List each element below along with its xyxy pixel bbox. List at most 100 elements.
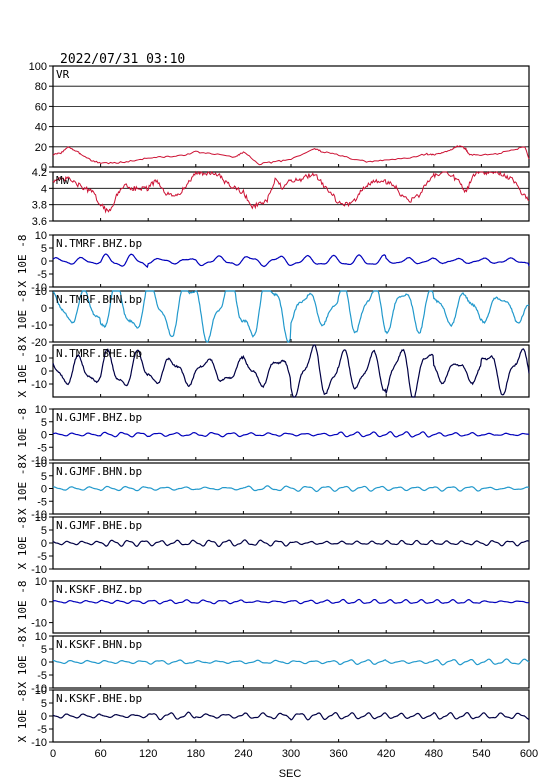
panel-9: 10 0 -10 N.KSKF.BHZ.bp X 10E -8 <box>16 576 530 634</box>
y-tick-label: 10 <box>35 230 47 242</box>
y-axis-label: X 10E -8 <box>16 690 29 743</box>
y-axis-label: X 10E -8 <box>16 408 29 461</box>
y-tick-label: 10 <box>35 286 47 298</box>
x-tick-label: 360 <box>329 748 347 760</box>
y-tick-label: -5 <box>37 496 47 508</box>
chart-title: 2022/07/31 03:10 <box>60 52 185 67</box>
y-axis-label: X 10E -8 <box>16 235 29 288</box>
panel-1: 100 80 60 40 20 0 VR <box>29 61 530 174</box>
y-tick-label: 5 <box>41 698 47 710</box>
panels: 100806040200VR4.243.83.6Mw1050-5-10N.TMR… <box>16 61 530 749</box>
y-tick-label: 10 <box>35 576 47 588</box>
x-tick-label: 540 <box>472 748 490 760</box>
x-axis-label: SEC <box>279 768 302 780</box>
y-tick-label: 0 <box>41 303 47 315</box>
y-tick-label: 0 <box>41 484 47 496</box>
channel-label: N.GJMF.BHZ.bp <box>56 411 142 424</box>
x-tick-label: 420 <box>377 748 395 760</box>
y-tick-label: 10 <box>35 458 47 470</box>
trace-1 <box>52 145 530 166</box>
y-tick-label: 5 <box>41 644 47 656</box>
x-tick-label: 600 <box>520 748 538 760</box>
y-tick-label: 0 <box>41 430 47 442</box>
y-tick-label: -5 <box>37 724 47 736</box>
y-tick-label: 20 <box>35 142 47 154</box>
y-tick-label: 4 <box>41 183 47 195</box>
y-axis-label: X 10E -8 <box>16 517 29 570</box>
panel-4: 10 0 -10 -20 N.TMRF.BHN.bp X 10E -8 <box>16 286 530 349</box>
channel-label: N.GJMF.BHE.bp <box>56 519 142 532</box>
x-tick-label: 480 <box>425 748 443 760</box>
channel-label: VR <box>56 68 70 81</box>
channel-label: N.KSKF.BHN.bp <box>56 638 142 651</box>
y-tick-label: 3.8 <box>32 200 47 212</box>
trace-11 <box>52 711 530 721</box>
y-tick-label: 10 <box>35 404 47 416</box>
y-tick-label: -5 <box>37 670 47 682</box>
panel-5: 100-10 N.TMRF.BHE.bp X 10E -8 <box>16 344 530 398</box>
y-tick-label: -10 <box>31 564 47 576</box>
x-axis: 0 60 120 180 240 300 360 420 480 540 600 <box>50 748 538 760</box>
channel-label: N.TMRF.BHZ.bp <box>56 237 142 250</box>
y-tick-label: -5 <box>37 442 47 454</box>
trace-8 <box>52 539 530 548</box>
panel-2: 4.2 4 3.8 3.6 Mw <box>32 167 530 228</box>
trace-5 <box>52 344 530 398</box>
y-tick-label: -10 <box>31 455 47 467</box>
trace-7 <box>52 485 530 493</box>
channel-label: N.GJMF.BHN.bp <box>56 465 142 478</box>
y-tick-label: 5 <box>41 471 47 483</box>
y-tick-label: 100 <box>29 61 47 73</box>
y-tick-label: 5 <box>41 243 47 255</box>
y-tick-label: 3.6 <box>32 216 47 228</box>
trace-9 <box>52 598 530 605</box>
trace-10 <box>52 658 530 666</box>
x-tick-label: 180 <box>187 748 205 760</box>
y-tick-label: -10 <box>31 320 47 332</box>
trace-3 <box>52 253 530 268</box>
y-axis-label: X 10E -8 <box>16 581 29 634</box>
y-tick-label: -10 <box>31 282 47 294</box>
y-tick-label: 0 <box>41 256 47 268</box>
y-tick-label: 0 <box>41 366 47 378</box>
channel-label: N.TMRF.BHE.bp <box>56 347 142 360</box>
y-tick-label: 40 <box>35 122 47 134</box>
y-axis-label: X 10E -8 <box>16 636 29 689</box>
y-tick-label: 10 <box>35 685 47 697</box>
y-tick-label: 10 <box>35 353 47 365</box>
y-tick-label: -10 <box>31 379 47 391</box>
x-tick-label: 120 <box>139 748 157 760</box>
channel-label: N.KSKF.BHZ.bp <box>56 583 142 596</box>
y-tick-label: -20 <box>31 337 47 349</box>
y-axis-label: X 10E -8 <box>16 290 29 343</box>
y-tick-label: -10 <box>31 618 47 630</box>
y-tick-label: -5 <box>37 551 47 563</box>
x-tick-label: 300 <box>282 748 300 760</box>
trace-2 <box>52 170 530 214</box>
y-tick-label: -10 <box>31 509 47 521</box>
trace-4 <box>52 290 530 343</box>
panel-frame <box>52 65 530 168</box>
y-tick-label: 60 <box>35 101 47 113</box>
x-tick-label: 60 <box>94 748 106 760</box>
y-tick-label: 80 <box>35 81 47 93</box>
channel-label: N.TMRF.BHN.bp <box>56 293 142 306</box>
channel-label: N.KSKF.BHE.bp <box>56 692 142 705</box>
y-tick-label: 0 <box>41 538 47 550</box>
y-tick-label: 4.2 <box>32 167 47 179</box>
y-tick-label: -10 <box>31 683 47 695</box>
y-tick-label: 0 <box>41 657 47 669</box>
y-axis-label: X 10E -8 <box>16 345 29 398</box>
y-tick-label: 10 <box>35 631 47 643</box>
x-tick-label: 0 <box>50 748 56 760</box>
y-tick-label: 0 <box>41 711 47 723</box>
y-tick-label: 5 <box>41 525 47 537</box>
y-tick-label: 5 <box>41 417 47 429</box>
